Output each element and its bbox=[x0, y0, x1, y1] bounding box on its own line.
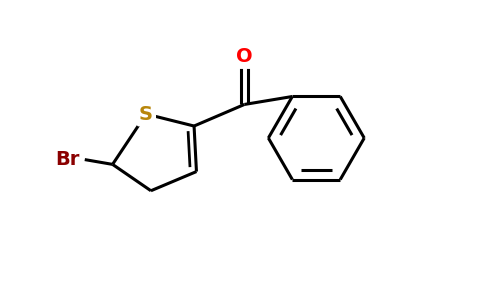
Text: S: S bbox=[139, 104, 153, 124]
Text: O: O bbox=[236, 47, 253, 66]
Text: Br: Br bbox=[55, 150, 79, 169]
